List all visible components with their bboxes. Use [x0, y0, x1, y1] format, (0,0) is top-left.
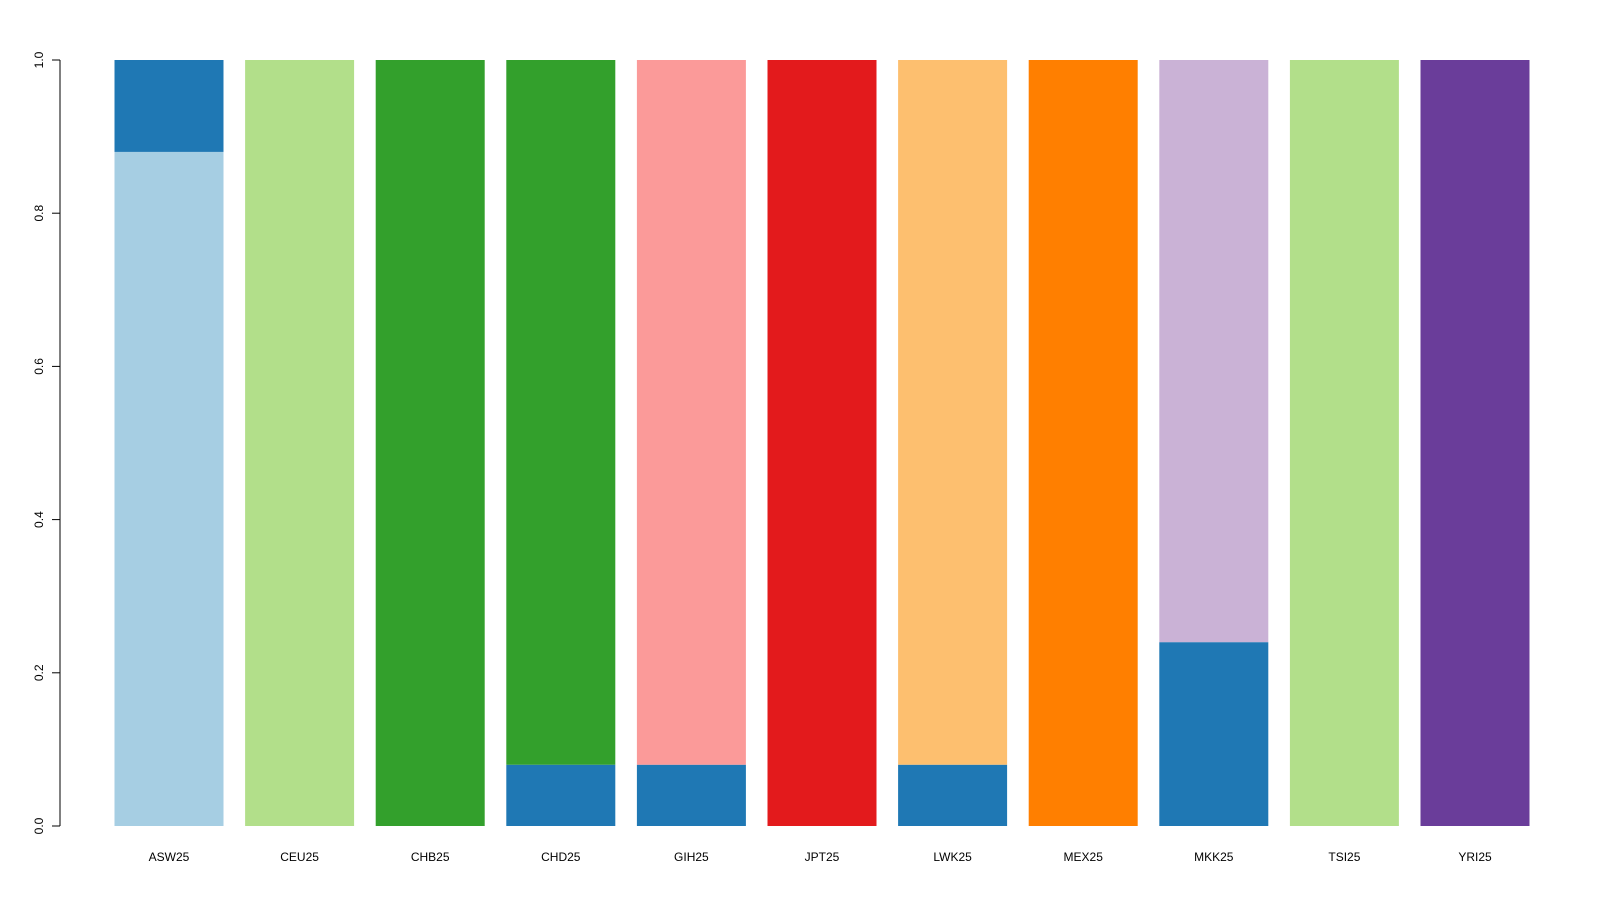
x-tick-label: MKK25: [1194, 850, 1234, 864]
x-tick-label: CHD25: [541, 850, 581, 864]
bar-segment: [1028, 60, 1138, 826]
bar-segment: [1420, 60, 1530, 826]
x-tick-label: CEU25: [280, 850, 319, 864]
bar-segment: [767, 60, 877, 826]
x-tick-label: JPT25: [805, 850, 840, 864]
x-tick-label: CHB25: [411, 850, 450, 864]
bar-segment: [636, 764, 746, 826]
y-tick-label: 0.0: [32, 817, 46, 834]
bar-segment: [245, 60, 355, 826]
x-tick-label: GIH25: [674, 850, 709, 864]
bar-segment: [506, 60, 616, 765]
x-tick-label: ASW25: [149, 850, 190, 864]
bar-segment: [1159, 60, 1269, 643]
bar-segment: [1289, 60, 1399, 826]
bar-segment: [375, 60, 485, 826]
y-tick-label: 0.6: [32, 358, 46, 375]
bar-segment: [898, 764, 1008, 826]
bar-segment: [114, 60, 224, 152]
y-tick-label: 0.8: [32, 205, 46, 222]
bar-segment: [636, 60, 746, 765]
bar-segment: [898, 60, 1008, 765]
x-tick-label: MEX25: [1064, 850, 1104, 864]
bar-segment: [114, 151, 224, 827]
bar-segment: [506, 764, 616, 826]
x-tick-label: LWK25: [933, 850, 972, 864]
x-tick-label: TSI25: [1328, 850, 1360, 864]
bar-segment: [1159, 642, 1269, 826]
x-tick-label: YRI25: [1458, 850, 1492, 864]
y-tick-label: 0.2: [32, 664, 46, 681]
y-tick-label: 1.0: [32, 51, 46, 68]
y-tick-label: 0.4: [32, 511, 46, 528]
